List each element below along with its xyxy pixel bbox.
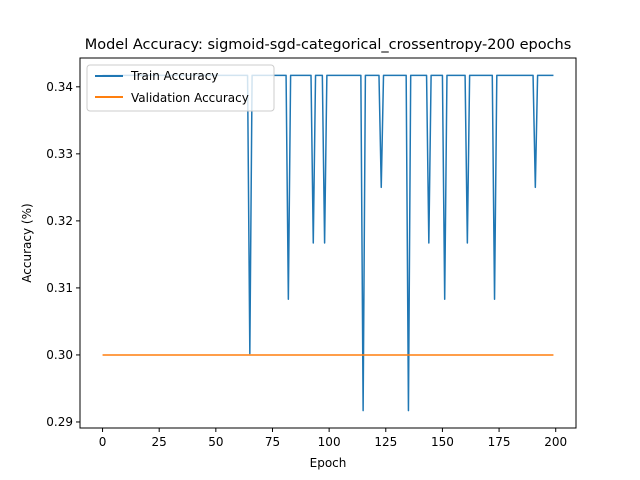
axes-frame xyxy=(79,57,577,429)
y-tick-label: 0.33 xyxy=(46,147,73,161)
y-tick-label: 0.32 xyxy=(46,214,73,228)
x-tick-label: 100 xyxy=(318,435,341,449)
x-axis-ticks: 0 25 50 75 100 125 150 175 200 xyxy=(99,428,567,449)
x-tick-label: 200 xyxy=(544,435,567,449)
legend-box xyxy=(86,64,275,112)
x-tick-label: 0 xyxy=(99,435,107,449)
y-tick-label: 0.30 xyxy=(46,348,73,362)
y-tick-label: 0.29 xyxy=(46,415,73,429)
legend-validation-label: Validation Accuracy xyxy=(131,91,249,105)
x-tick-label: 75 xyxy=(265,435,280,449)
x-tick-label: 150 xyxy=(431,435,454,449)
x-tick-label: 125 xyxy=(374,435,397,449)
x-tick-label: 25 xyxy=(152,435,167,449)
chart-title: Model Accuracy: sigmoid-sgd-categorical_… xyxy=(85,37,572,53)
x-axis-title: Epoch xyxy=(310,456,347,470)
y-tick-label: 0.31 xyxy=(46,281,73,295)
legend-train-label: Train Accuracy xyxy=(130,69,218,83)
y-axis-ticks: 0.29 0.30 0.31 0.32 0.33 0.34 xyxy=(46,80,80,429)
y-tick-label: 0.34 xyxy=(46,80,73,94)
x-tick-label: 175 xyxy=(488,435,511,449)
legend: Train Accuracy Validation Accuracy xyxy=(86,64,275,112)
x-tick-label: 50 xyxy=(208,435,223,449)
y-axis-title: Accuracy (%) xyxy=(20,203,34,282)
